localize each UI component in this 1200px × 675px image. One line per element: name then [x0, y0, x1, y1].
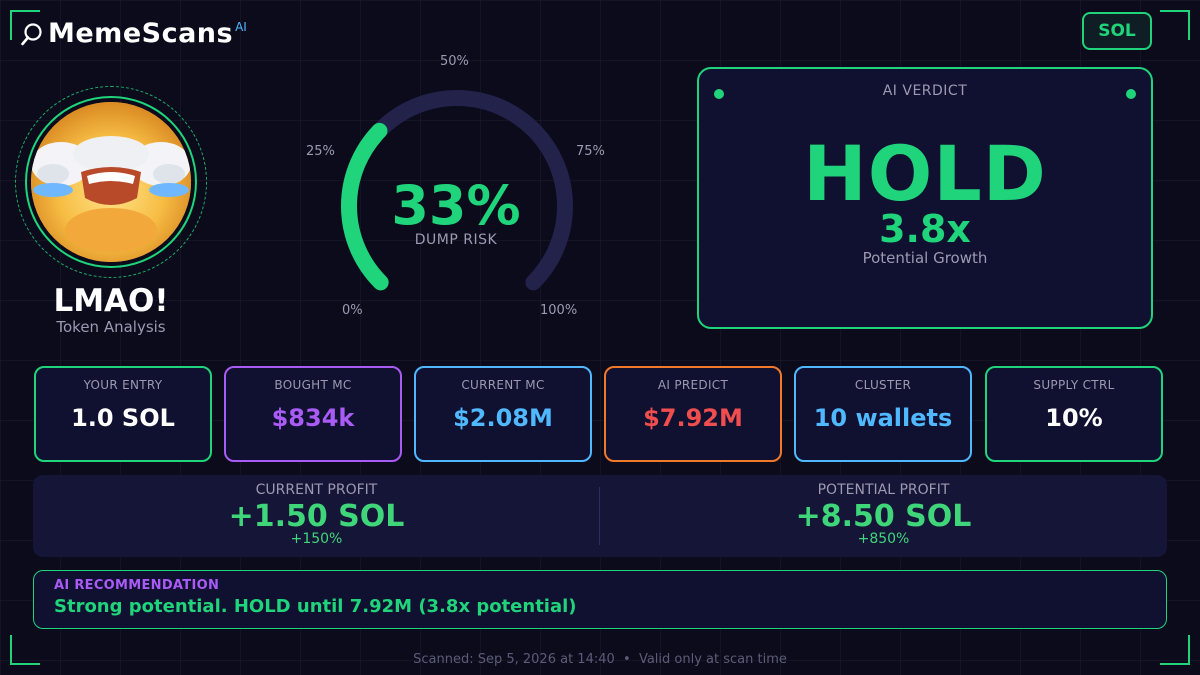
- chain-badge[interactable]: SOL: [1082, 12, 1152, 50]
- stat-value: $2.08M: [453, 404, 553, 432]
- profit-panel: CURRENT PROFIT +1.50 SOL +150% POTENTIAL…: [33, 475, 1167, 557]
- stat-label: YOUR ENTRY: [83, 378, 163, 392]
- verdict-title: AI VERDICT: [882, 83, 968, 99]
- stat-card-cluster: CLUSTER 10 wallets: [794, 366, 972, 462]
- ai-verdict-card: AI VERDICT HOLD 3.8x Potential Growth: [697, 67, 1153, 329]
- laughing-face-avatar: [31, 102, 191, 262]
- current-profit-value: +1.50 SOL: [228, 499, 405, 534]
- verdict-multiplier: 3.8x: [879, 207, 971, 251]
- potential-profit-pct: +850%: [857, 531, 910, 547]
- verdict-dot-right: [1126, 89, 1136, 99]
- current-profit-label: CURRENT PROFIT: [255, 482, 378, 498]
- avatar-ring: [25, 96, 197, 268]
- dump-risk-gauge: 50% 25% 75% 0% 100% 33% DUMP RISK: [300, 40, 620, 330]
- stat-label: BOUGHT MC: [274, 378, 352, 392]
- token-name: LMAO!: [53, 283, 169, 319]
- current-profit-pct: +150%: [290, 531, 343, 547]
- profit-divider: [599, 487, 600, 545]
- laughing-face-icon: [31, 102, 191, 262]
- ai-recommendation: AI RECOMMENDATION Strong potential. HOLD…: [33, 570, 1167, 629]
- verdict-word: HOLD: [803, 129, 1047, 218]
- gauge-tick-0: 0%: [342, 303, 363, 318]
- potential-profit: POTENTIAL PROFIT +8.50 SOL +850%: [600, 475, 1167, 557]
- stat-value: $834k: [271, 404, 355, 432]
- token-avatar: [15, 86, 207, 278]
- stat-value: $7.92M: [643, 404, 743, 432]
- stat-label: AI PREDICT: [657, 378, 729, 392]
- avatar-outer-ring: [15, 86, 207, 278]
- stat-label: CURRENT MC: [461, 378, 545, 392]
- app-logo: MemeScans AI: [20, 18, 247, 49]
- recommendation-label: AI RECOMMENDATION: [54, 578, 220, 593]
- app-name-superscript: AI: [235, 20, 247, 34]
- verdict-dot-left: [714, 89, 724, 99]
- stat-label: SUPPLY CTRL: [1033, 378, 1115, 392]
- gauge-tick-50: 50%: [440, 54, 469, 69]
- potential-profit-label: POTENTIAL PROFIT: [817, 482, 950, 498]
- verdict-subtitle: Potential Growth: [862, 249, 988, 267]
- app-name: MemeScans: [48, 18, 234, 49]
- gauge-tick-75: 75%: [576, 144, 605, 159]
- stat-card-supply-ctrl: SUPPLY CTRL 10%: [985, 366, 1163, 462]
- gauge-caption: DUMP RISK: [414, 232, 498, 248]
- stat-value: 10%: [1045, 404, 1103, 432]
- gauge-tick-25: 25%: [306, 144, 335, 159]
- stat-card-current-mc: CURRENT MC $2.08M: [414, 366, 592, 462]
- stat-value: 10 wallets: [813, 404, 953, 432]
- corner-bracket-top-right: [1160, 10, 1190, 40]
- corner-bracket-bottom-right: [1160, 635, 1190, 665]
- stat-card-your-entry: YOUR ENTRY 1.0 SOL: [34, 366, 212, 462]
- stat-label: CLUSTER: [854, 378, 912, 392]
- magnifier-icon: [21, 23, 42, 46]
- stat-card-ai-predict: AI PREDICT $7.92M: [604, 366, 782, 462]
- potential-profit-value: +8.50 SOL: [795, 499, 972, 534]
- recommendation-text: Strong potential. HOLD until 7.92M (3.8x…: [54, 596, 577, 617]
- gauge-value: 33%: [391, 174, 521, 237]
- gauge-fill: [341, 122, 389, 291]
- stat-value: 1.0 SOL: [71, 404, 175, 432]
- corner-bracket-top-left: [10, 10, 40, 40]
- corner-bracket-bottom-left: [10, 635, 40, 665]
- scan-footer: Scanned: Sep 5, 2026 at 14:40 • Valid on…: [413, 652, 787, 667]
- current-profit: CURRENT PROFIT +1.50 SOL +150%: [33, 475, 600, 557]
- stat-card-bought-mc: BOUGHT MC $834k: [224, 366, 402, 462]
- gauge-svg: [341, 90, 573, 291]
- gauge-tick-100: 100%: [540, 303, 578, 318]
- token-subtitle: Token Analysis: [56, 318, 166, 336]
